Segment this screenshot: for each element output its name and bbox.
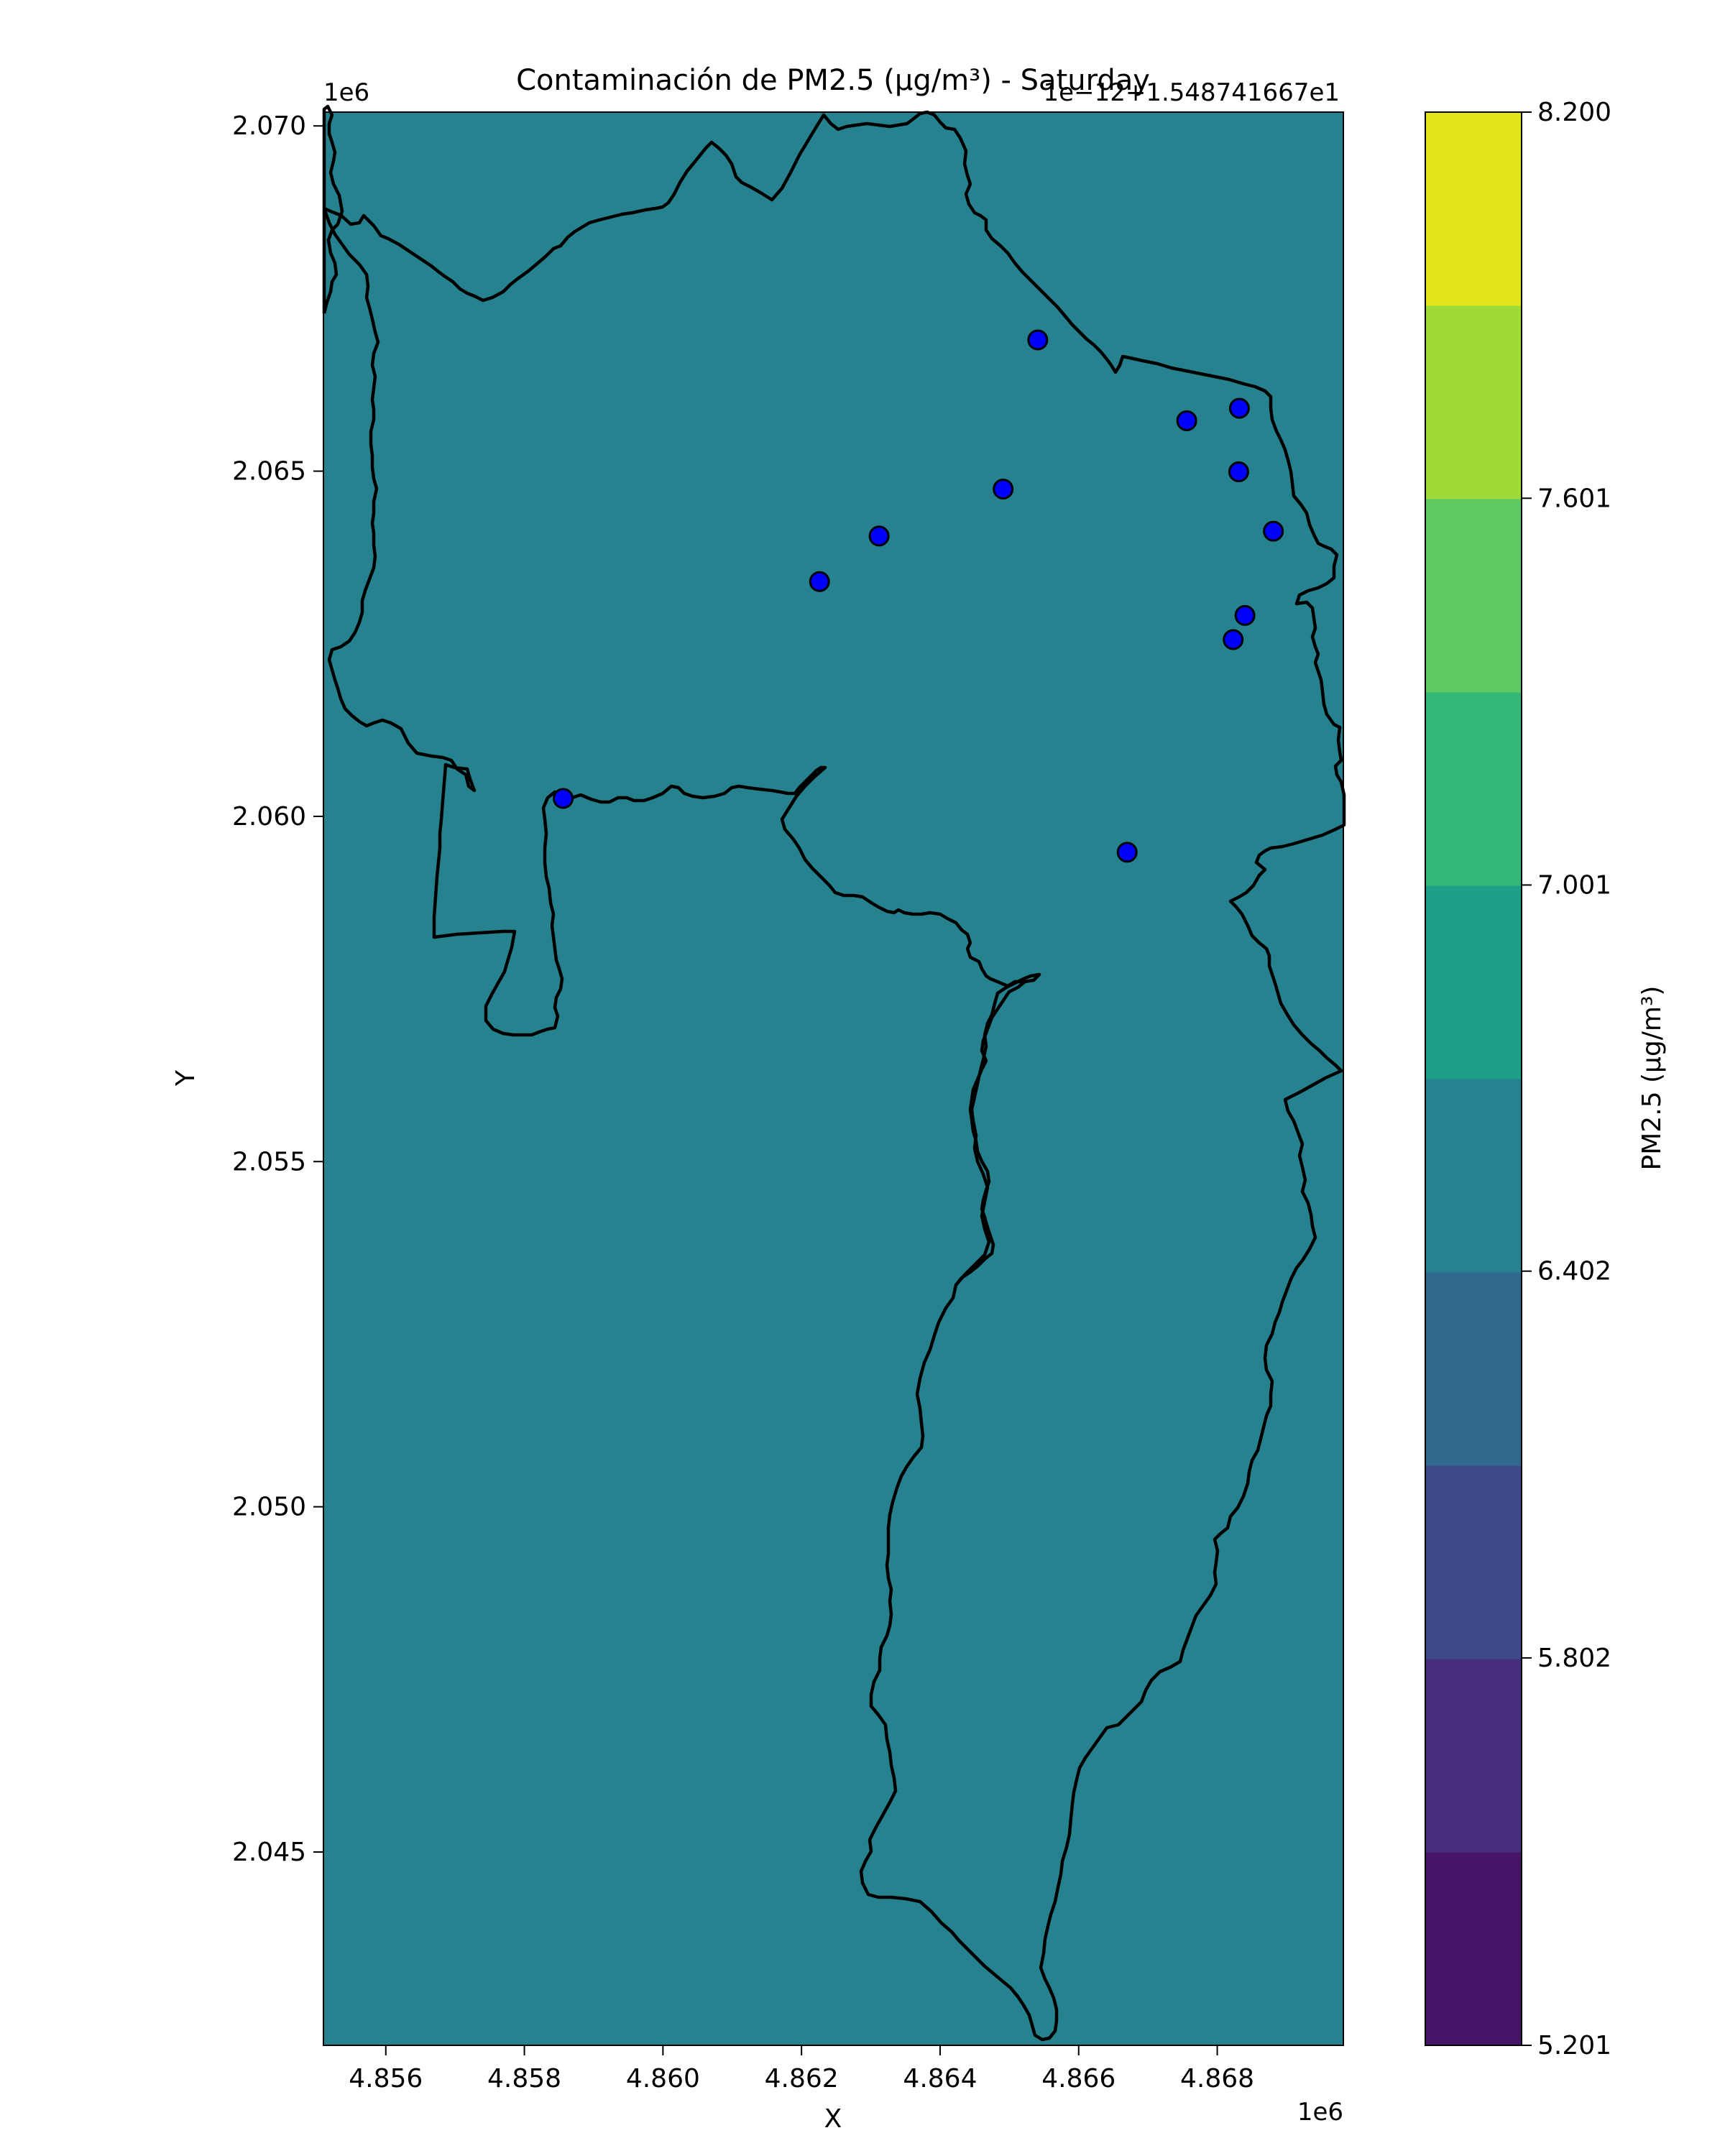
station-marker xyxy=(1234,604,1256,626)
colorbar-band xyxy=(1425,1272,1522,1466)
colorbar-band xyxy=(1425,1852,1522,2046)
station-marker xyxy=(1263,520,1284,542)
colorbar-tick-label: 5.802 xyxy=(1537,1644,1611,1673)
west-boundary-outline xyxy=(322,208,1025,1037)
station-marker xyxy=(809,571,830,592)
y-tick-label: 2.060 xyxy=(232,802,306,831)
region-boundary-outline xyxy=(323,110,1346,2042)
colorbar-tick-label: 7.001 xyxy=(1537,870,1611,900)
y-tick-label: 2.045 xyxy=(232,1838,306,1867)
station-marker xyxy=(1228,461,1249,483)
chart-title: Contaminación de PM2.5 (µg/m³) - Saturda… xyxy=(516,64,1150,97)
x-tick-label: 4.868 xyxy=(1180,2064,1254,2093)
colorbar-band xyxy=(1425,112,1522,306)
colorbar-tick-label: 7.601 xyxy=(1537,484,1611,513)
y-tick-label: 2.055 xyxy=(232,1147,306,1176)
plot-frame xyxy=(323,111,1344,2046)
colorbar-band xyxy=(1425,1659,1522,1853)
station-marker xyxy=(1176,410,1197,431)
colorbar-band xyxy=(1425,305,1522,499)
station-marker xyxy=(1228,397,1250,419)
colorbar-band xyxy=(1425,692,1522,886)
x-tick-label: 4.866 xyxy=(1041,2064,1116,2093)
y-axis-multiplier: 1e6 xyxy=(323,78,369,107)
colorbar xyxy=(1425,112,1522,2046)
station-marker xyxy=(868,525,890,547)
colorbar-band xyxy=(1425,885,1522,1079)
station-marker xyxy=(553,788,574,809)
colorbar-offset-label: 1e−12+1.548741667e1 xyxy=(1044,78,1340,107)
station-marker xyxy=(993,479,1014,500)
station-marker xyxy=(1116,842,1138,863)
x-tick-label: 4.860 xyxy=(626,2064,700,2093)
y-tick-label: 2.065 xyxy=(232,457,306,487)
colorbar-tick-label: 6.402 xyxy=(1537,1257,1611,1286)
colorbar-frame xyxy=(1425,111,1522,2046)
colorbar-ticks: 5.201 5.802 6.402 7.001 7.601 8.200 xyxy=(1522,98,1611,2060)
y-axis-label: Y xyxy=(171,1069,201,1087)
colorbar-tick-label: 5.201 xyxy=(1537,2031,1611,2060)
y-tick-label: 2.050 xyxy=(232,1493,306,1522)
x-tick-label: 4.862 xyxy=(765,2064,839,2093)
y-tick-label: 2.070 xyxy=(232,111,306,141)
x-axis-label: X xyxy=(824,2104,842,2134)
colorbar-band xyxy=(1425,1465,1522,1659)
colorbar-label: PM2.5 (µg/m³) xyxy=(1637,986,1667,1171)
colorbar-band xyxy=(1425,1079,1522,1273)
y-axis: 2.045 2.050 2.055 2.060 2.065 2.070 xyxy=(232,111,323,1867)
station-marker xyxy=(1223,629,1244,650)
municipality-boundary-outline xyxy=(322,104,344,314)
station-marker xyxy=(1027,329,1049,351)
x-axis: 4.856 4.858 4.860 4.862 4.864 4.866 4.868 xyxy=(349,2045,1254,2093)
colorbar-tick-label: 8.200 xyxy=(1537,98,1611,127)
x-tick-label: 4.864 xyxy=(903,2064,977,2093)
x-axis-multiplier: 1e6 xyxy=(1297,2098,1343,2127)
x-tick-label: 4.856 xyxy=(349,2064,423,2093)
x-tick-label: 4.858 xyxy=(487,2064,561,2093)
pm25-contour-field xyxy=(323,112,1343,2045)
monitoring-stations xyxy=(553,329,1284,863)
colorbar-band xyxy=(1425,499,1522,693)
